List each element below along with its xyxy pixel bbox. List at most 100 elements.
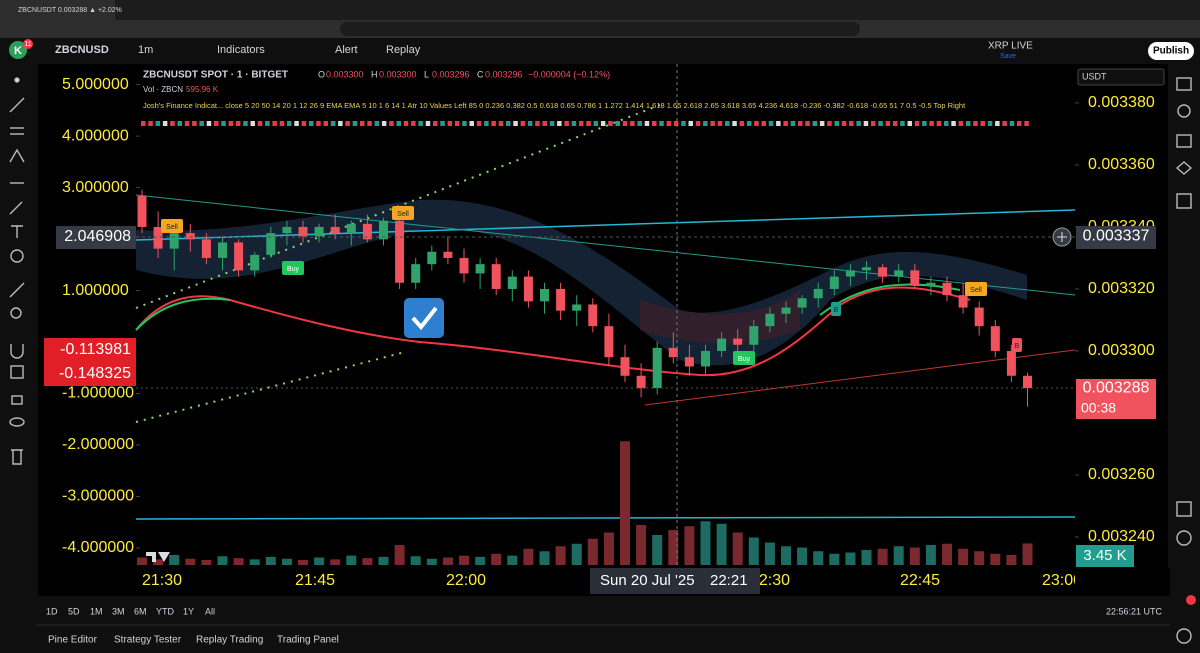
volume-bar	[298, 560, 308, 565]
osc-tick-label: 1.000000	[62, 282, 129, 299]
currency[interactable]: USDT	[1082, 71, 1107, 81]
status-square	[885, 121, 891, 126]
tool-lock-draw[interactable]	[10, 365, 24, 379]
alert-button[interactable]: Alert	[335, 44, 358, 56]
range-button[interactable]: 1D	[46, 606, 58, 616]
volume-bar	[925, 545, 936, 565]
status-square	[754, 121, 759, 126]
publish-label[interactable]: Publish	[1153, 46, 1189, 57]
help[interactable]	[1176, 530, 1192, 546]
avatar[interactable]	[9, 41, 27, 59]
candle-body	[491, 264, 501, 289]
volume-bar	[459, 555, 469, 565]
tool-trash[interactable]	[11, 449, 23, 465]
notif-dot	[1186, 595, 1196, 605]
range-button[interactable]: YTD	[156, 606, 175, 616]
tool-trend[interactable]	[9, 97, 25, 113]
crosshair-date: Sun 20 Jul '25	[600, 572, 695, 589]
watchlist[interactable]	[1176, 77, 1192, 91]
bottom-tab[interactable]: Pine Editor	[48, 635, 98, 646]
volume-bar	[249, 559, 260, 565]
range-button[interactable]: 5D	[68, 606, 80, 616]
checkbox-icon	[404, 298, 444, 338]
tab[interactable]	[0, 0, 115, 20]
volume-bar	[362, 558, 373, 565]
bottom-tab[interactable]: Replay Trading	[196, 635, 263, 646]
bottom-tab[interactable]: Strategy Tester	[114, 635, 182, 646]
tool-lock[interactable]	[11, 395, 23, 405]
signal-label: Sell	[970, 287, 982, 294]
status-square	[673, 121, 679, 126]
save-label: Save	[1000, 53, 1016, 60]
status-square	[199, 121, 204, 126]
range-button[interactable]: 1M	[90, 606, 103, 616]
left-tools	[9, 77, 25, 465]
tool-brush[interactable]	[9, 201, 23, 215]
candle-body	[572, 304, 582, 311]
crosshair-time-box	[590, 568, 760, 594]
candle-body	[185, 233, 195, 240]
price-tick-label: 0.003380	[1088, 94, 1155, 111]
tool-text[interactable]	[11, 225, 23, 238]
tool-cursor[interactable]	[14, 77, 20, 83]
candle-body	[717, 338, 727, 351]
news[interactable]	[1176, 134, 1192, 148]
candle-body	[845, 270, 855, 277]
tool-icons[interactable]	[10, 249, 24, 263]
publish-button[interactable]	[1148, 42, 1194, 60]
candle-body	[926, 282, 936, 286]
volume-bar	[571, 543, 582, 565]
bottom-tab[interactable]: Trading Panel	[277, 635, 339, 646]
status-square	[717, 121, 723, 126]
status-square	[250, 121, 255, 126]
calendar[interactable]	[1176, 501, 1192, 517]
tool-pattern[interactable]	[9, 148, 25, 163]
layout-name[interactable]: XRP LIVE	[988, 41, 1033, 52]
volume-bar	[845, 552, 856, 565]
url-box[interactable]	[340, 22, 860, 36]
volume-bar	[829, 553, 840, 565]
layers[interactable]	[1175, 161, 1193, 175]
status-square	[827, 121, 832, 126]
volume-bar	[684, 526, 695, 565]
notifications[interactable]	[1176, 628, 1192, 644]
currency-select[interactable]	[1077, 68, 1165, 86]
tool-eye[interactable]	[9, 417, 25, 427]
status-square	[418, 121, 423, 126]
candle-body	[604, 326, 614, 358]
candle-body	[266, 233, 276, 255]
last-price-box	[1076, 379, 1156, 419]
candle-body	[765, 313, 775, 327]
calendar-top[interactable]	[1176, 193, 1192, 209]
symbol-search[interactable]: ZBCNUSD	[55, 44, 109, 56]
indicators-button[interactable]: Indicators	[217, 44, 265, 56]
osc-indicator-label: -0.113981	[60, 341, 131, 358]
time-tick-label: 23:00	[1042, 572, 1082, 589]
status-square	[944, 121, 949, 126]
candle-body	[733, 338, 743, 345]
status-square	[783, 121, 788, 126]
range-button[interactable]: All	[205, 606, 215, 616]
candle-body	[636, 375, 646, 389]
interval[interactable]: 1m	[138, 44, 153, 56]
signal-label: B	[834, 307, 839, 314]
status-square	[579, 121, 584, 126]
status-square	[513, 121, 518, 126]
range-button[interactable]: 1Y	[183, 606, 194, 616]
tool-magnet[interactable]	[10, 344, 24, 359]
status-square	[637, 121, 642, 126]
range-button[interactable]: 6M	[134, 606, 147, 616]
tool-ruler[interactable]	[9, 282, 25, 298]
tool-zoom[interactable]	[10, 307, 22, 319]
status-square	[798, 121, 803, 126]
ohlc-value: 0.003296	[432, 69, 470, 79]
status-square	[593, 121, 599, 126]
status-square	[936, 121, 942, 126]
status-square	[732, 121, 737, 126]
range-button[interactable]: 3M	[112, 606, 125, 616]
alerts[interactable]	[1177, 104, 1191, 118]
status-square	[973, 121, 978, 126]
candle-body	[330, 226, 340, 234]
replay-button[interactable]: Replay	[386, 44, 421, 56]
status-square	[929, 121, 934, 126]
